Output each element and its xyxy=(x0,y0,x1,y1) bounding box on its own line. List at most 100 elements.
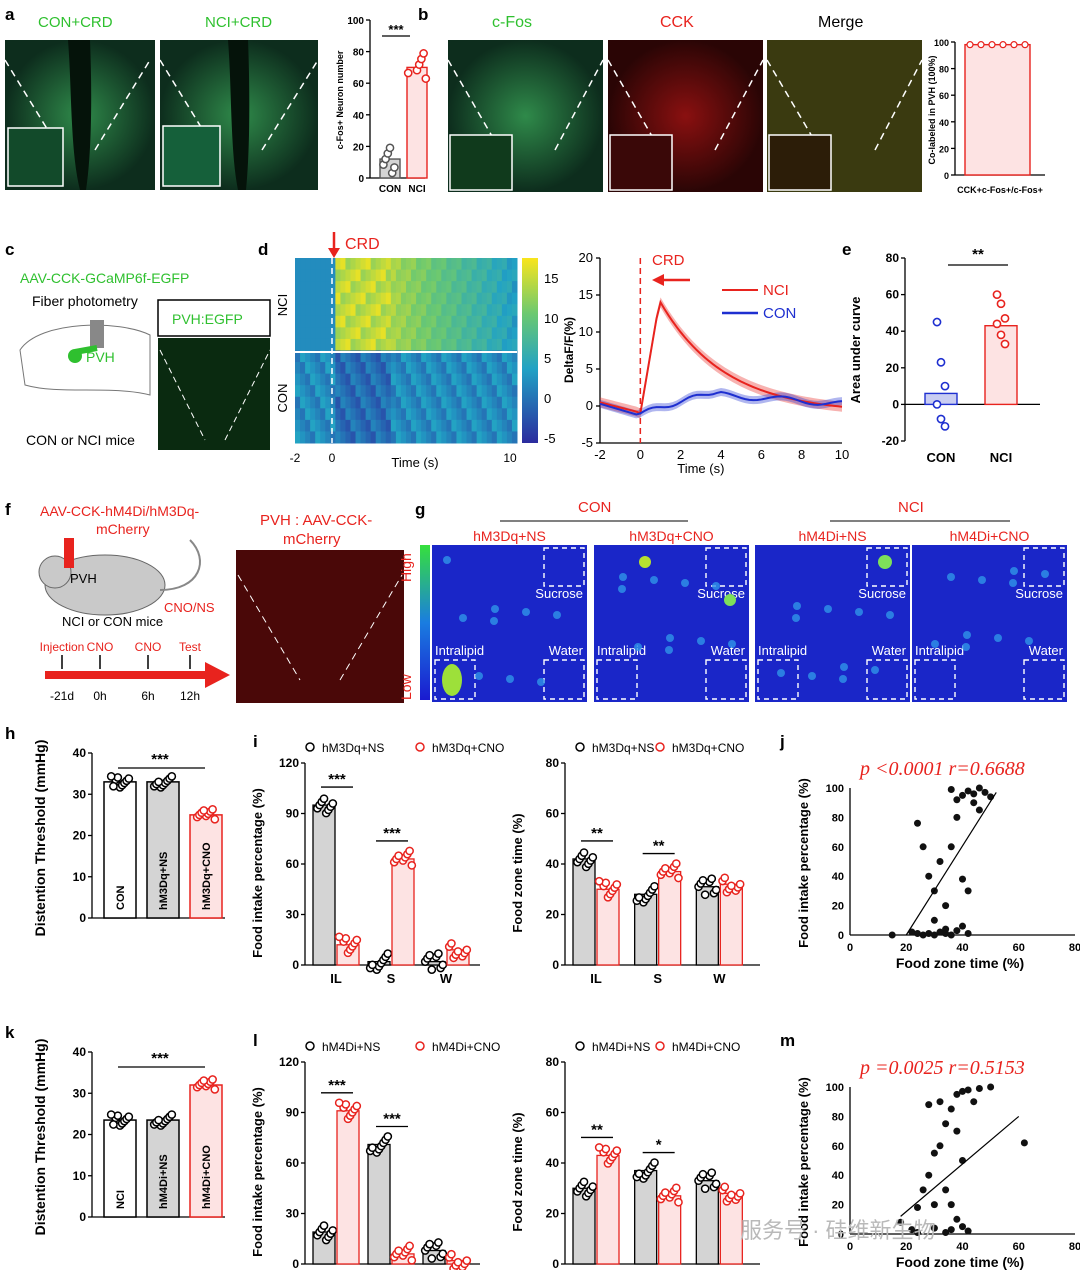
heatmap-cell xyxy=(315,292,321,305)
chart-m-point xyxy=(936,1098,944,1106)
chart-j-point xyxy=(964,930,972,938)
label-cfos: c-Fos xyxy=(492,14,532,31)
zone-sucrose-box xyxy=(543,547,585,587)
heatmap-cell xyxy=(310,292,316,305)
heatmap-cell xyxy=(426,408,432,421)
heatmap-cell xyxy=(406,362,412,375)
heatmap-cell xyxy=(395,419,402,432)
chart-k-point xyxy=(199,1076,209,1085)
chart-k-ytick-label: 10 xyxy=(73,1169,87,1183)
chart-i-zone-point xyxy=(612,880,622,889)
e-point xyxy=(996,299,1006,309)
heatmap-cell xyxy=(461,315,468,328)
chart-b: 0 20 40 60 80 100 Co-labeled in PVH (100%) CCK+… xyxy=(927,38,1045,195)
heatmap-cell xyxy=(461,408,468,421)
chart-i-intake-ytick-label: 120 xyxy=(279,756,299,770)
heatmap-cell xyxy=(320,315,326,328)
heatmap-cell xyxy=(456,362,462,375)
chart-k: k 40 30 20 10 0 Distention Threshold (mmHg) NCI… xyxy=(5,1023,225,1235)
chart-m-point xyxy=(953,1127,961,1135)
heatmap-cell xyxy=(426,362,432,375)
label-con-crd: CON+CRD xyxy=(38,14,113,31)
heatmap-cell xyxy=(421,269,427,282)
track-hotspot xyxy=(618,585,626,593)
pvh-label-f: PVH xyxy=(70,571,97,586)
heatmap-cell xyxy=(345,281,351,294)
track-hotspot xyxy=(1010,567,1018,575)
heatmap-cell xyxy=(360,373,367,386)
chart-l-zone-ytick-label: 80 xyxy=(546,1055,560,1069)
heatmap-cell xyxy=(426,396,432,409)
inset-cfos xyxy=(449,134,513,191)
heatmap-cell xyxy=(441,431,447,444)
lineplot-xtick-label: 8 xyxy=(798,447,805,462)
heatmap-cell xyxy=(355,385,362,398)
track-hotspot xyxy=(681,579,689,587)
heatmap-cell xyxy=(496,396,503,409)
heatmap-cell xyxy=(400,350,407,363)
heatmap-xlabel: Time (s) xyxy=(391,455,438,470)
colorbar-tick-label: 10 xyxy=(544,311,558,326)
heatmap-cell xyxy=(506,338,513,351)
b-ytick-label: 20 xyxy=(939,144,949,154)
heatmap-cell xyxy=(350,327,357,340)
a-point xyxy=(419,49,428,58)
a-ytick-label: 60 xyxy=(353,79,365,90)
heatmap-cell xyxy=(395,350,402,363)
heatmap-cell xyxy=(395,373,402,386)
heatmap-cell xyxy=(305,350,311,363)
heatmap-cell xyxy=(350,292,357,305)
heatmap-cell xyxy=(350,350,357,363)
heatmap-cell xyxy=(451,292,457,305)
chart-h-point xyxy=(208,805,217,814)
track-hotspot xyxy=(475,672,483,680)
heatmap-cell xyxy=(330,281,336,294)
heatmap-cell xyxy=(295,327,301,340)
a-ytick-label: 0 xyxy=(358,174,364,185)
heatmap-cell xyxy=(400,315,407,328)
a-sig: *** xyxy=(388,22,404,37)
heatmap-cell xyxy=(370,362,377,375)
chart-i-zone-point xyxy=(711,885,721,895)
zone-sucrose-box xyxy=(866,547,908,587)
heatmap-cell xyxy=(406,281,412,294)
heatmap-cell xyxy=(335,350,341,363)
heatmap-cell xyxy=(446,304,452,317)
heatmap-cell xyxy=(370,292,377,305)
heatmap-cell xyxy=(360,281,367,294)
chart-l-intake-ytick-label: 60 xyxy=(286,1156,300,1170)
chart-h-ytick-label: 10 xyxy=(73,870,87,884)
heatmap-cell xyxy=(481,292,488,305)
chart-l-zone-point xyxy=(674,1197,683,1207)
heatmap-cell xyxy=(355,373,362,386)
watermark: 服务号 · 硅维新生物 xyxy=(740,1218,936,1243)
lineplot-d: 20 15 10 5 0 -5-2 0 2 4 6 8 10 Time (s) DeltaF/F(%) CR… xyxy=(562,250,849,476)
heatmap-cell xyxy=(411,373,417,386)
heatmap-cell xyxy=(431,419,437,432)
nci-sem-band xyxy=(600,297,842,419)
chart-l-intake-ytick-label: 90 xyxy=(286,1106,300,1120)
heatmap-cell xyxy=(365,419,372,432)
colorbar-tick-label: 0 xyxy=(544,391,551,406)
lineplot-ytick-label: 15 xyxy=(579,287,593,302)
heatmap-cell xyxy=(466,431,473,444)
heatmap-cell xyxy=(431,408,437,421)
heatmap-cell xyxy=(451,327,457,340)
heatmap-cell xyxy=(360,338,367,351)
chart-m-point xyxy=(959,1157,966,1164)
chart-l-intake-point xyxy=(368,1143,377,1153)
colorbar-tick-label: 15 xyxy=(544,271,558,286)
chart-m-stat: p =0.0025 r=0.5153 xyxy=(858,1057,1025,1079)
heatmap-cell xyxy=(486,327,493,340)
group-nci: NCI xyxy=(898,499,924,516)
chart-m-point xyxy=(947,1105,955,1113)
heatmap-cell xyxy=(486,419,493,432)
heatmap-cell xyxy=(310,281,316,294)
chart-l: l 120 90 60 30 0 Food intake percentage (%) hM4… xyxy=(250,1031,760,1270)
heatmap-cell xyxy=(416,396,422,409)
track-map xyxy=(594,545,749,702)
heatmap-cell xyxy=(385,258,392,271)
heatmap-cell xyxy=(506,373,513,386)
chart-i-zone-sig: ** xyxy=(653,838,665,855)
heatmap-cell xyxy=(340,292,346,305)
